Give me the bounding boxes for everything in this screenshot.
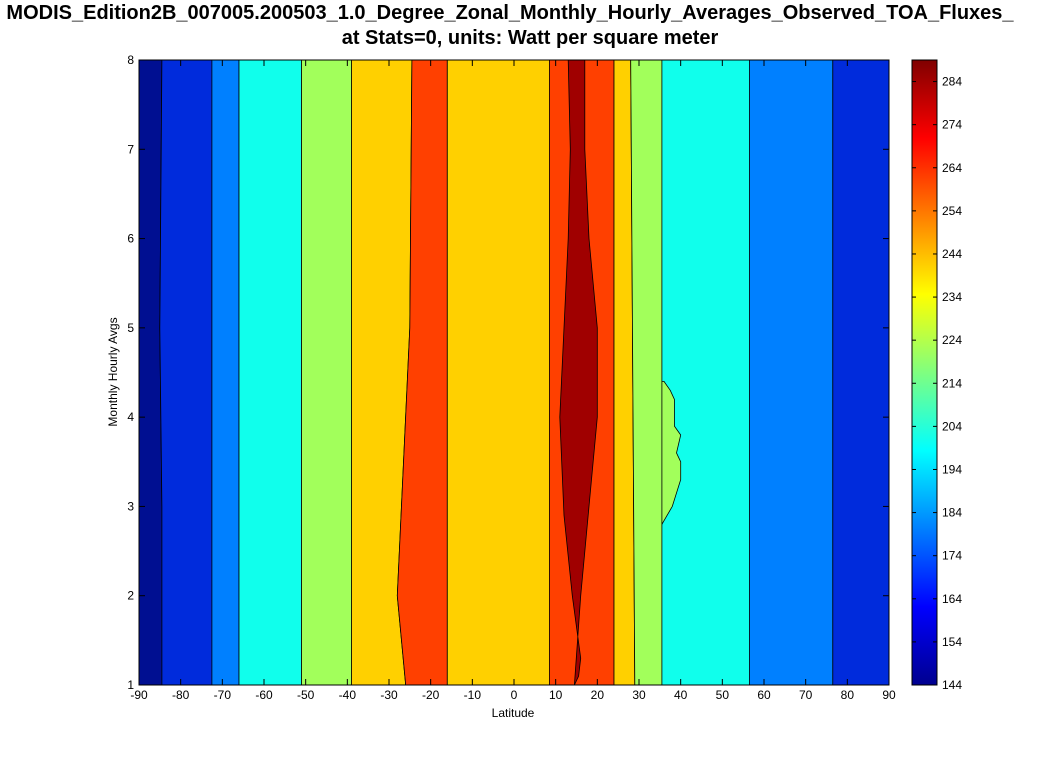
x-tick-label: -90 bbox=[130, 688, 148, 702]
contour-band-2 bbox=[211, 60, 240, 685]
chart-title-line-1: MODIS_Edition2B_007005.200503_1.0_Degree… bbox=[6, 2, 1014, 24]
x-tick-label: -30 bbox=[380, 688, 398, 702]
chart-title-line-2: at Stats=0, units: Watt per square meter bbox=[341, 27, 719, 49]
x-tick-label: 40 bbox=[674, 688, 688, 702]
y-tick-label: 4 bbox=[127, 410, 134, 424]
contour-regions bbox=[559, 60, 682, 685]
colorbar-tick-label: 244 bbox=[942, 247, 962, 261]
y-tick-label: 8 bbox=[127, 53, 134, 67]
x-tick-label: -80 bbox=[172, 688, 190, 702]
contour-band-12 bbox=[749, 60, 834, 685]
contour-band-3 bbox=[238, 60, 302, 685]
y-tick-label: 2 bbox=[127, 589, 134, 603]
y-tick-label: 5 bbox=[127, 321, 134, 335]
x-tick-label: 0 bbox=[511, 688, 518, 702]
contour-bands bbox=[139, 60, 889, 685]
colorbar-tick-label: 144 bbox=[942, 678, 962, 692]
contour-band-1 bbox=[159, 60, 213, 685]
contour-band-10 bbox=[630, 60, 663, 685]
x-tick-label: 60 bbox=[757, 688, 771, 702]
x-tick-label: -10 bbox=[464, 688, 482, 702]
x-tick-label: 80 bbox=[841, 688, 855, 702]
colorbar-tick-label: 194 bbox=[942, 462, 962, 476]
x-tick-label: 90 bbox=[882, 688, 896, 702]
x-tick-label: 70 bbox=[799, 688, 813, 702]
contour-band-13 bbox=[832, 60, 889, 685]
colorbar-tick-label: 274 bbox=[942, 118, 962, 132]
x-tick-label: -60 bbox=[255, 688, 273, 702]
colorbar-tick-label: 214 bbox=[942, 376, 962, 390]
contour-band-0 bbox=[139, 60, 163, 685]
contour-band-9 bbox=[613, 60, 636, 685]
colorbar-tick-label: 234 bbox=[942, 290, 962, 304]
x-tick-label: -40 bbox=[339, 688, 357, 702]
y-tick-label: 7 bbox=[127, 142, 134, 156]
x-tick-label: 30 bbox=[632, 688, 646, 702]
x-tick-label: -50 bbox=[297, 688, 315, 702]
colorbar-tick-label: 164 bbox=[942, 592, 962, 606]
y-tick-label: 6 bbox=[127, 232, 134, 246]
colorbar-tick-label: 254 bbox=[942, 204, 962, 218]
colorbar-tick-label: 174 bbox=[942, 549, 962, 563]
contour-region-1 bbox=[661, 380, 682, 526]
colorbar-tick-label: 224 bbox=[942, 333, 962, 347]
colorbar bbox=[912, 60, 937, 685]
contour-band-11 bbox=[661, 60, 750, 685]
contour-band-6 bbox=[396, 60, 448, 685]
y-axis-label: Monthly Hourly Avgs bbox=[106, 317, 120, 426]
colorbar-tick-label: 184 bbox=[942, 506, 962, 520]
x-tick-label: 50 bbox=[716, 688, 730, 702]
contour-region-0 bbox=[559, 60, 598, 685]
y-tick-label: 3 bbox=[127, 499, 134, 513]
x-tick-label: 20 bbox=[591, 688, 605, 702]
colorbar-tick-label: 284 bbox=[942, 75, 962, 89]
x-tick-label: 10 bbox=[549, 688, 563, 702]
colorbar-tick-label: 264 bbox=[942, 161, 962, 175]
x-tick-label: -20 bbox=[422, 688, 440, 702]
x-axis-label: Latitude bbox=[492, 706, 535, 720]
colorbar-tick-label: 154 bbox=[942, 635, 962, 649]
axes: -90 -80 -70 -60 -50 -40 -30 -20 -10 0 10 20 30 40 50 60… bbox=[127, 53, 896, 702]
contour-band-4 bbox=[301, 60, 352, 685]
colorbar-ticks: 144 154 164 174 184 194 204 214 224 234 244 254 264 2… bbox=[912, 75, 962, 692]
x-tick-label: -70 bbox=[214, 688, 232, 702]
colorbar-tick-label: 204 bbox=[942, 419, 962, 433]
contour-band-7 bbox=[446, 60, 550, 685]
colorbar-frame bbox=[911, 59, 938, 686]
y-tick-label: 1 bbox=[127, 678, 134, 692]
